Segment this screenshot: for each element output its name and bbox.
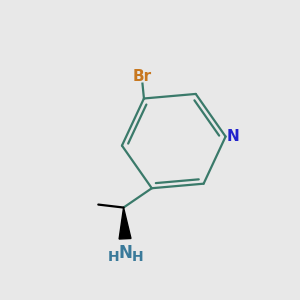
Text: H: H [107,250,119,264]
Text: H: H [132,250,143,264]
Text: N: N [118,244,132,262]
Text: N: N [226,129,239,144]
Text: Br: Br [133,69,152,84]
Polygon shape [119,208,131,239]
